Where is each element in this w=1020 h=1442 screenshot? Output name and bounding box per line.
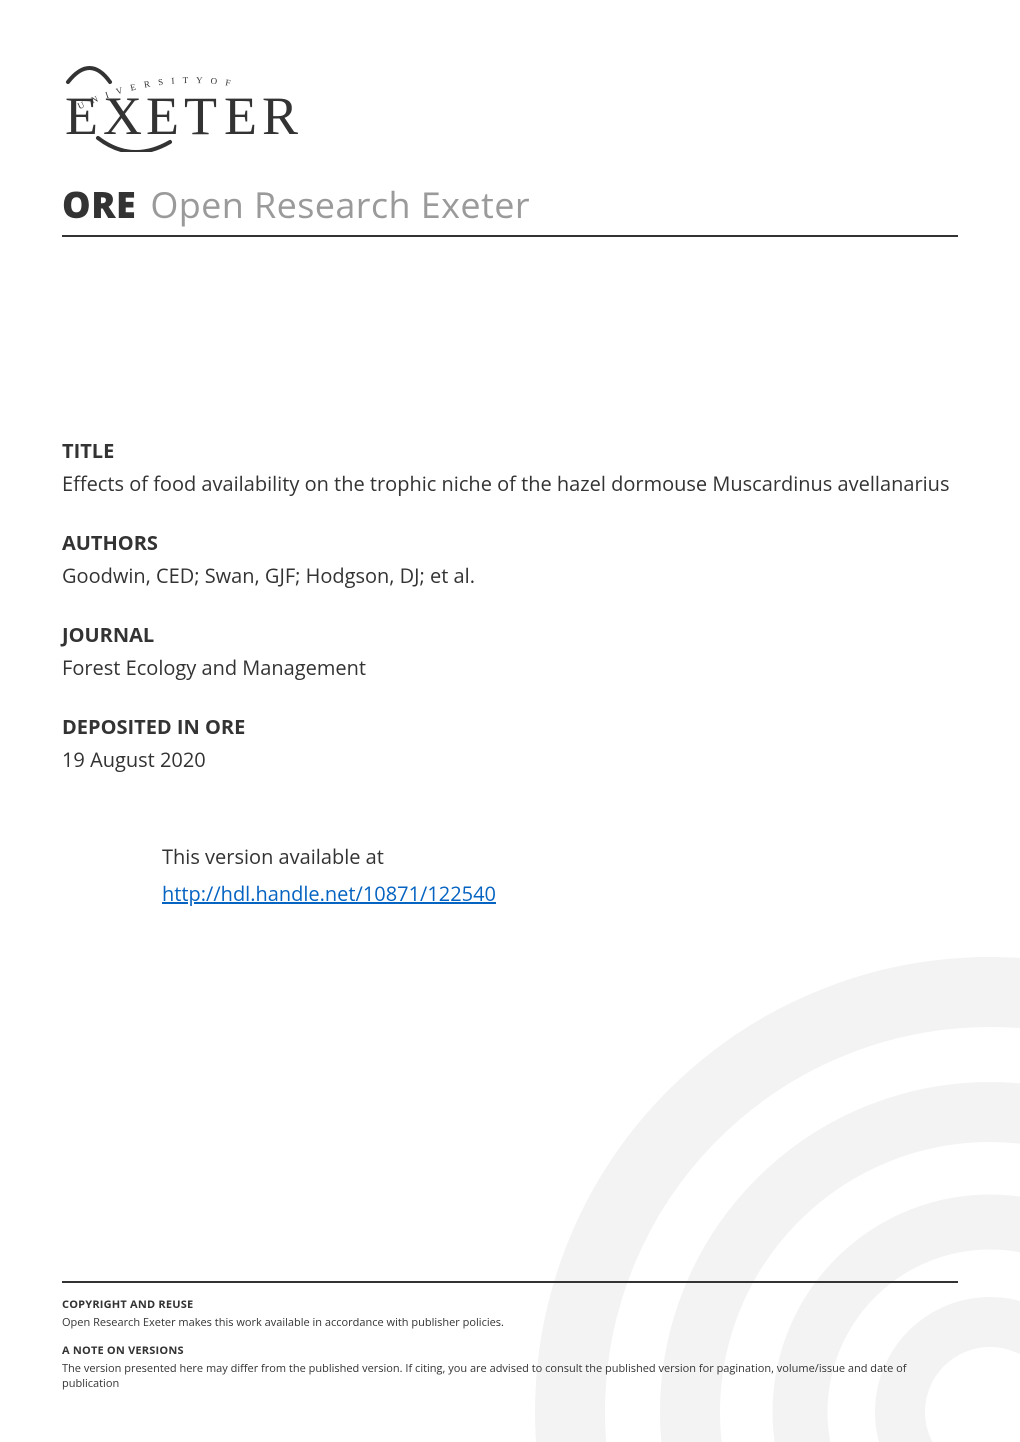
svg-text:T: T	[184, 86, 219, 146]
footer: COPYRIGHT AND REUSE Open Research Exeter…	[62, 1281, 958, 1404]
bottom-rule	[62, 1281, 958, 1283]
page-root: U N I V E R S I T Y O F E X E T E R ORE …	[0, 0, 1020, 1442]
version-block: This version available at http://hdl.han…	[162, 843, 958, 907]
svg-text:X: X	[103, 86, 144, 146]
svg-text:E: E	[146, 86, 181, 146]
svg-text:R: R	[262, 86, 300, 146]
ore-light-text: Open Research Exeter	[150, 180, 530, 229]
versions-heading: A NOTE ON VERSIONS	[62, 1343, 958, 1358]
journal-body: Forest Ecology and Management	[62, 654, 958, 681]
title-label: TITLE	[62, 437, 958, 464]
title-body: Effects of food availability on the trop…	[62, 470, 958, 497]
authors-label: AUTHORS	[62, 529, 958, 556]
top-rule	[62, 235, 958, 237]
versions-body: The version presented here may differ fr…	[62, 1362, 958, 1392]
copyright-body: Open Research Exeter makes this work ava…	[62, 1316, 958, 1331]
svg-text:E: E	[65, 86, 100, 146]
copyright-heading: COPYRIGHT AND REUSE	[62, 1297, 958, 1312]
version-intro: This version available at	[162, 843, 958, 870]
svg-text:E: E	[224, 86, 259, 146]
journal-label: JOURNAL	[62, 621, 958, 648]
university-logo: U N I V E R S I T Y O F E X E T E R	[62, 60, 958, 152]
authors-body: Goodwin, CED; Swan, GJF; Hodgson, DJ; et…	[62, 562, 958, 589]
ore-bold-text: ORE	[62, 180, 136, 229]
deposited-body: 19 August 2020	[62, 746, 958, 773]
deposited-label: DEPOSITED IN ORE	[62, 713, 958, 740]
version-link[interactable]: http://hdl.handle.net/10871/122540	[162, 880, 496, 907]
ore-header: ORE Open Research Exeter	[62, 180, 958, 229]
